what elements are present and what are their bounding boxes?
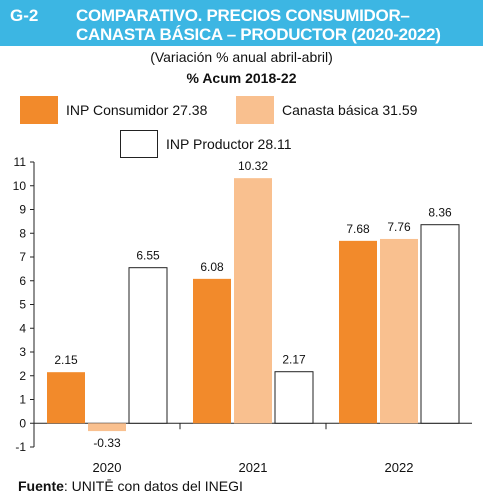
data-label-productor-2022: 8.36 — [428, 206, 452, 220]
data-label-consumidor-2020: 2.15 — [54, 353, 78, 367]
bar-productor-2020 — [128, 267, 168, 424]
y-tick-label: 0 — [19, 416, 26, 430]
y-tick-label: 3 — [19, 345, 26, 359]
title-banner: G-2 COMPARATIVO. PRECIOS CONSUMIDOR– CAN… — [0, 0, 483, 46]
y-tick-label: 11 — [14, 155, 27, 169]
bar-productor-2021 — [274, 371, 314, 424]
y-tick-label: 7 — [19, 250, 26, 264]
legend-item-canasta: Canasta básica 31.59 — [236, 96, 417, 124]
y-tick-label: 5 — [19, 298, 26, 312]
y-tick-label: 4 — [19, 321, 26, 335]
y-tick-label: -1 — [15, 440, 26, 454]
legend-item-productor: INP Productor 28.11 — [120, 130, 292, 158]
data-label-productor-2020: 6.55 — [136, 249, 160, 263]
source-text: : UNITĒ con datos del INEGI — [63, 478, 243, 494]
legend-label-productor: INP Productor 28.11 — [166, 136, 292, 152]
y-tick-label: 1 — [19, 393, 26, 407]
y-tick-label: 9 — [19, 203, 26, 217]
data-label-canasta-2021: 10.32 — [238, 159, 268, 173]
source-label: Fuente — [18, 478, 64, 494]
x-category-label: 2022 — [385, 460, 414, 475]
bar-canasta-2020 — [88, 423, 126, 432]
y-tick-label: 8 — [19, 226, 26, 240]
chart-subtitle: (Variación % anual abril-abril) — [150, 49, 333, 65]
x-category-label: 2021 — [239, 460, 268, 475]
data-label-consumidor-2022: 7.68 — [346, 222, 370, 236]
legend-label-consumidor: INP Consumidor 27.38 — [66, 102, 208, 118]
bar-consumidor-2022 — [339, 240, 377, 424]
bar-consumidor-2021 — [193, 278, 231, 424]
bar-canasta-2021 — [234, 178, 272, 424]
y-tick-label: 2 — [19, 369, 26, 383]
source-note: Fuente: UNITĒ con datos del INEGI — [18, 478, 243, 494]
chart-code: G-2 — [10, 6, 39, 25]
data-label-productor-2021: 2.17 — [282, 353, 306, 367]
data-label-canasta-2022: 7.76 — [387, 220, 411, 234]
chart-title-line-2: CANASTA BÁSICA – PRODUCTOR (2020-2022) — [76, 25, 441, 44]
legend-label-canasta: Canasta básica 31.59 — [282, 102, 418, 118]
legend-swatch-productor — [120, 130, 158, 158]
data-label-consumidor-2021: 6.08 — [200, 260, 224, 274]
bar-consumidor-2020 — [47, 372, 85, 424]
x-category-label: 2020 — [93, 460, 122, 475]
legend-swatch-canasta — [236, 96, 274, 124]
bar-productor-2022 — [420, 224, 460, 424]
y-tick-label: 6 — [19, 274, 26, 288]
bar-canasta-2022 — [380, 238, 418, 424]
accumulated-label: % Acum 2018-22 — [186, 70, 297, 86]
data-label-canasta-2020: -0.33 — [93, 436, 121, 450]
y-tick-label: 10 — [13, 179, 27, 193]
legend-swatch-consumidor — [20, 96, 58, 124]
legend-item-consumidor: INP Consumidor 27.38 — [20, 96, 207, 124]
chart-title-line-1: COMPARATIVO. PRECIOS CONSUMIDOR– — [76, 6, 410, 25]
